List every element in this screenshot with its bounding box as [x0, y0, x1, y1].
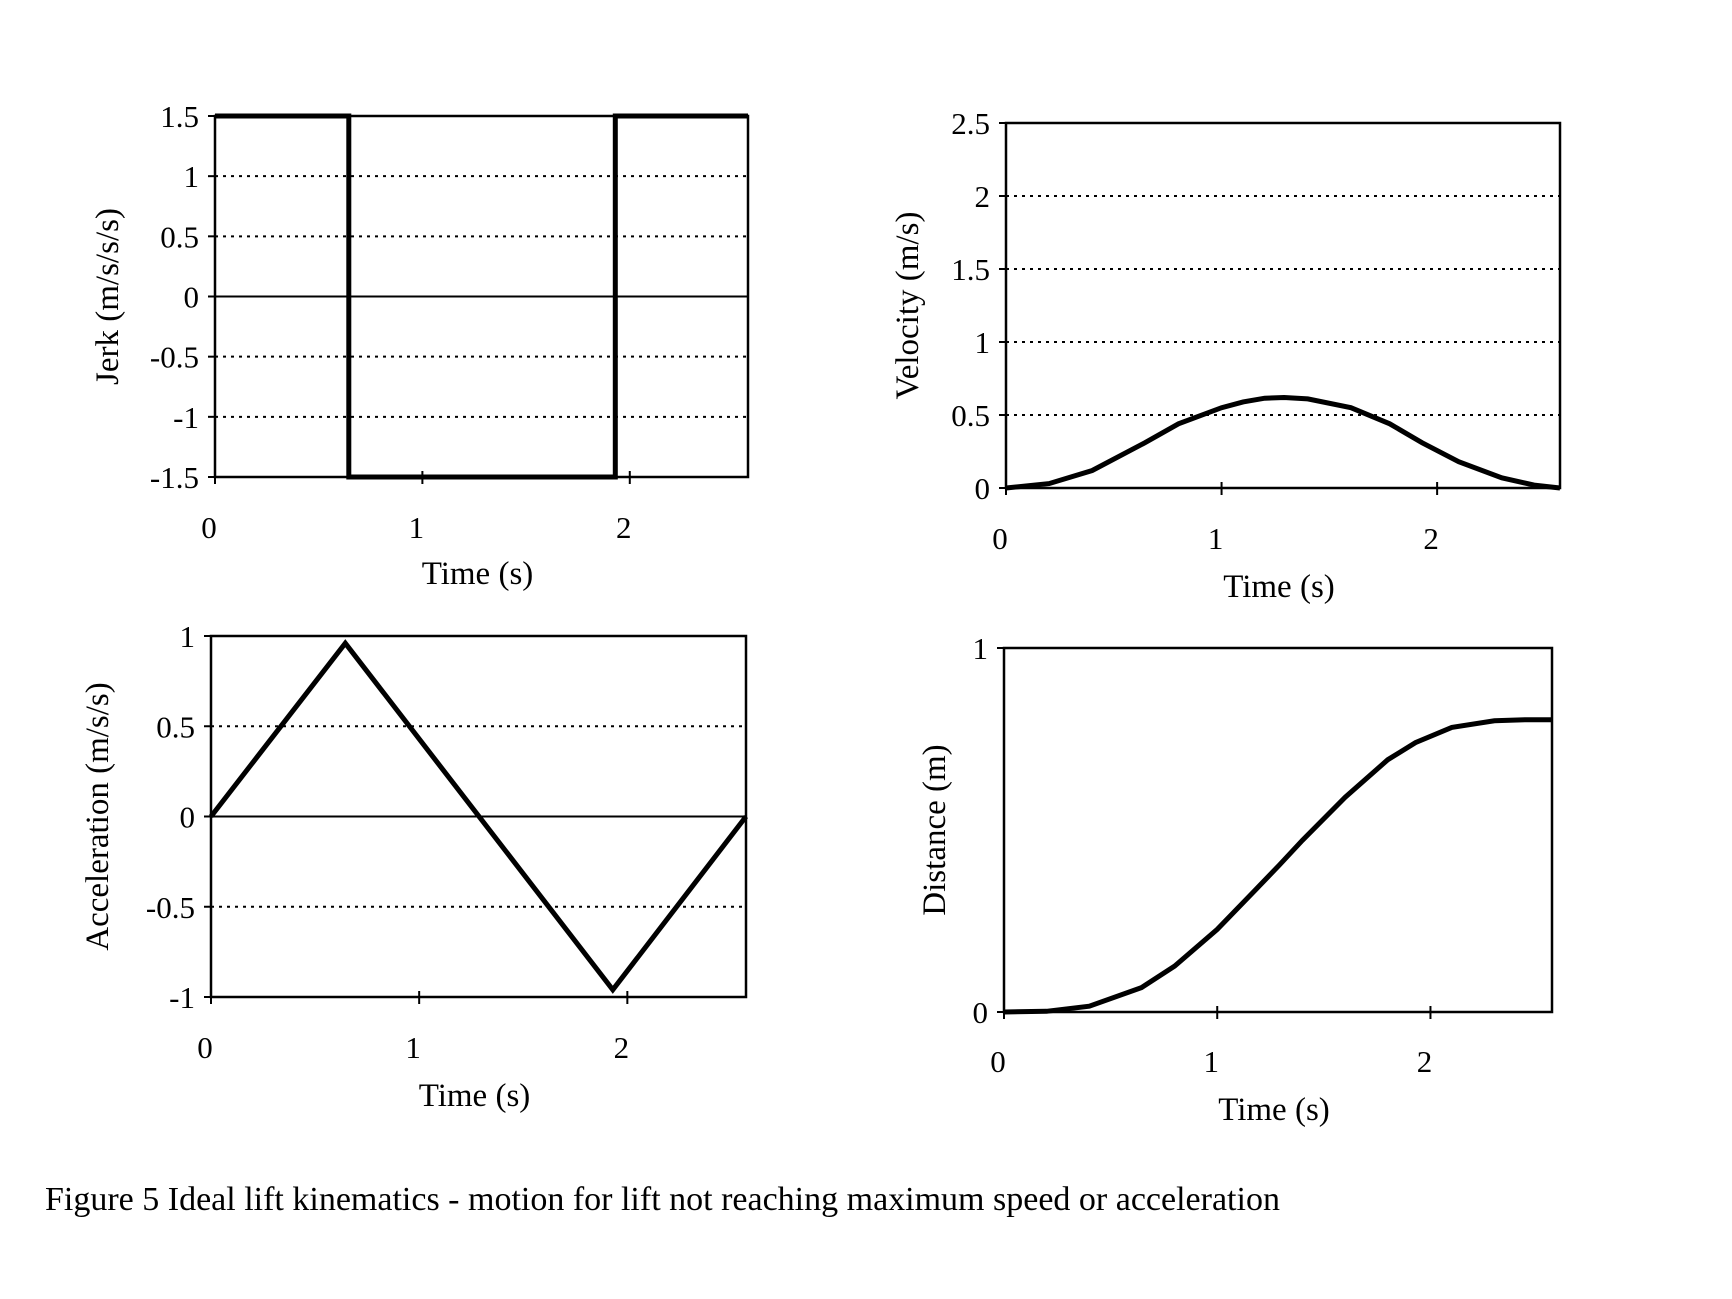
y-tick-label: 1	[975, 325, 991, 360]
y-tick-label: 0	[180, 800, 196, 835]
x-tick-label: 1	[1208, 521, 1224, 556]
axis-ticks	[204, 635, 629, 1004]
y-tick-label: 1.5	[951, 252, 990, 287]
x-tick-label: 1	[405, 1030, 421, 1065]
gridlines	[215, 175, 748, 418]
x-axis-title: Time (s)	[422, 556, 534, 592]
x-tick-label: 1	[1203, 1044, 1219, 1079]
y-tick-label: -0.5	[146, 890, 195, 925]
x-tick-label: 0	[992, 521, 1008, 556]
x-axis-title: Time (s)	[1223, 569, 1335, 605]
x-tick-label: 0	[990, 1044, 1006, 1079]
x-axis-title: Time (s)	[419, 1078, 531, 1114]
figure-caption: Figure 5 Ideal lift kinematics - motion …	[45, 1181, 1280, 1218]
y-tick-label: 1	[180, 619, 196, 654]
y-tick-label: 0	[975, 471, 991, 506]
x-tick-labels: 0 1 2	[197, 1030, 629, 1065]
plot-frame	[1004, 121, 1562, 490]
x-tick-label: 2	[614, 1030, 630, 1065]
y-axis-title: Acceleration (m/s/s)	[80, 682, 116, 950]
y-tick-label: 0	[973, 995, 989, 1030]
gridlines	[1006, 195, 1560, 416]
acceleration-line	[209, 639, 748, 994]
y-tick-label: 0.5	[160, 219, 199, 254]
y-tick-label: 0	[184, 280, 200, 315]
axis-ticks	[997, 647, 1432, 1019]
x-tick-labels: 0 1 2	[990, 1044, 1432, 1079]
y-axis-title: Distance (m)	[917, 744, 953, 915]
y-tick-labels: 10	[973, 631, 989, 1030]
y-tick-label: 1.5	[160, 99, 199, 134]
x-tick-label: 0	[197, 1030, 213, 1065]
axis-ticks	[999, 122, 1439, 495]
y-tick-labels: 2.5 2 1.5 1 0.5 0	[951, 106, 990, 506]
x-tick-label: 1	[409, 510, 425, 545]
jerk-chart: 1.5 1 0.5 0 -0.5 -1 -1.5 0 1 2 Time (s) Jerk (m/…	[90, 99, 750, 592]
jerk-line	[215, 113, 748, 480]
acceleration-chart: 1 0.5 0 -0.5 -1 0 1 2 Time (s) Acceleration (m…	[80, 619, 748, 1114]
x-axis-title: Time (s)	[1218, 1092, 1330, 1128]
y-axis-title: Jerk (m/s/s/s)	[90, 208, 126, 385]
plot-frame	[1002, 646, 1554, 1014]
velocity-line	[1005, 394, 1561, 491]
y-tick-labels: 1 0.5 0 -0.5 -1	[146, 619, 195, 1015]
y-tick-label: 2	[975, 179, 991, 214]
x-tick-label: 2	[1417, 1044, 1433, 1079]
y-tick-label: 0.5	[951, 398, 990, 433]
x-tick-label: 2	[616, 510, 632, 545]
y-tick-label: 0.5	[156, 709, 195, 744]
y-tick-label: -1	[173, 400, 199, 435]
velocity-chart: 2.5 2 1.5 1 0.5 0 0 1 2 Time (s) Velocity (m/s)	[890, 106, 1562, 605]
y-tick-labels: 1.5 1 0.5 0 -0.5 -1 -1.5	[150, 99, 199, 495]
y-tick-label: 2.5	[951, 106, 990, 141]
y-axis-title: Velocity (m/s)	[890, 212, 926, 400]
x-tick-label: 0	[201, 510, 217, 545]
y-tick-label: 1	[973, 631, 989, 666]
y-tick-label: -0.5	[150, 340, 199, 375]
distance-line	[1003, 717, 1552, 1015]
y-tick-label: 1	[184, 159, 200, 194]
x-tick-labels: 0 1 2	[201, 510, 631, 545]
x-tick-labels: 0 1 2	[992, 521, 1439, 556]
axis-ticks	[208, 115, 631, 484]
y-tick-label: -1	[169, 980, 195, 1015]
x-tick-label: 2	[1423, 521, 1439, 556]
y-tick-label: -1.5	[150, 460, 199, 495]
